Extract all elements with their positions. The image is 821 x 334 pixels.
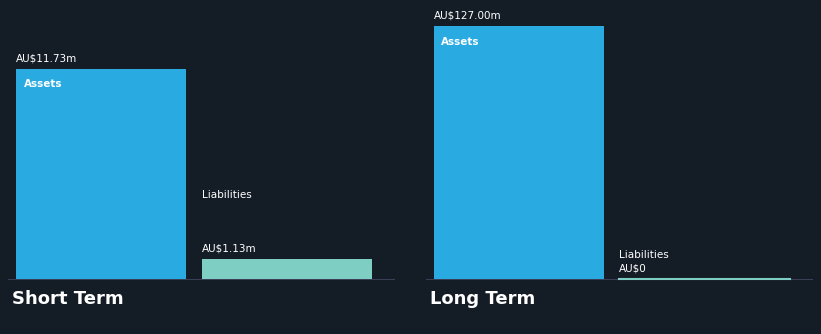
Text: AU$127.00m: AU$127.00m bbox=[433, 11, 502, 21]
Text: Assets: Assets bbox=[442, 37, 480, 47]
Bar bbox=[433, 26, 604, 279]
Text: Liabilities: Liabilities bbox=[619, 250, 669, 260]
Text: AU$1.13m: AU$1.13m bbox=[202, 243, 256, 253]
Text: Short Term: Short Term bbox=[12, 290, 124, 308]
Text: Assets: Assets bbox=[24, 79, 62, 90]
Text: AU$11.73m: AU$11.73m bbox=[16, 53, 77, 63]
Bar bbox=[202, 259, 372, 279]
Bar bbox=[16, 69, 186, 279]
Text: AU$0: AU$0 bbox=[619, 264, 647, 274]
Text: Liabilities: Liabilities bbox=[202, 189, 251, 199]
Text: Long Term: Long Term bbox=[430, 290, 535, 308]
